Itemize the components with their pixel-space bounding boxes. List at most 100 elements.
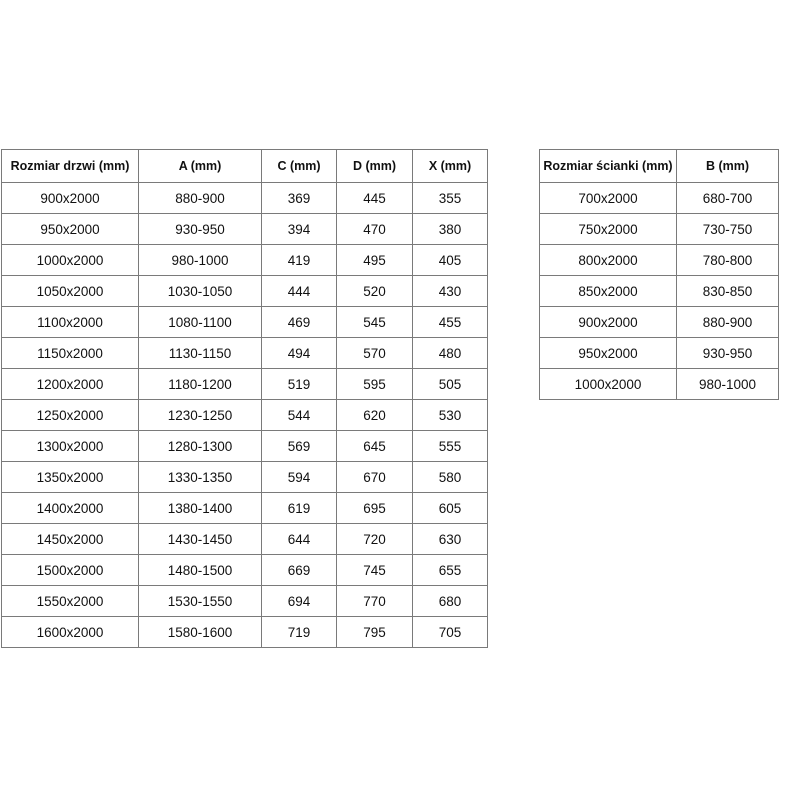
table-cell: 630 <box>412 523 488 555</box>
table-row: 1000x2000 980-1000 419 495 405 <box>1 244 488 276</box>
table-cell: 1050x2000 <box>1 275 139 307</box>
table-row: 950x2000 930-950 394 470 380 <box>1 213 488 245</box>
table-cell: 595 <box>336 368 413 400</box>
table-cell: 519 <box>261 368 337 400</box>
table-cell: 950x2000 <box>1 213 139 245</box>
table-row: 1250x2000 1230-1250 544 620 530 <box>1 399 488 431</box>
table-cell: 1430-1450 <box>138 523 262 555</box>
table-cell: 580 <box>412 461 488 493</box>
table-row: 1200x2000 1180-1200 519 595 505 <box>1 368 488 400</box>
table-cell: 900x2000 <box>1 182 139 214</box>
table-row: 700x2000 680-700 <box>539 182 779 214</box>
table-cell: 405 <box>412 244 488 276</box>
table-cell: 430 <box>412 275 488 307</box>
table-cell: 1300x2000 <box>1 430 139 462</box>
table-cell: 669 <box>261 554 337 586</box>
table-cell: 594 <box>261 461 337 493</box>
table-cell: 1330-1350 <box>138 461 262 493</box>
table-row: 800x2000 780-800 <box>539 244 779 276</box>
table-row: 1450x2000 1430-1450 644 720 630 <box>1 523 488 555</box>
table-cell: 1350x2000 <box>1 461 139 493</box>
header-row: Rozmiar drzwi (mm) A (mm) C (mm) D (mm) X (m… <box>1 149 488 183</box>
header-cell: Rozmiar drzwi (mm) <box>1 149 139 183</box>
table-cell: 480 <box>412 337 488 369</box>
header-row: Rozmiar ścianki (mm) B (mm) <box>539 149 779 183</box>
table-cell: 1100x2000 <box>1 306 139 338</box>
table-cell: 830-850 <box>676 275 779 307</box>
table-cell: 720 <box>336 523 413 555</box>
table-cell: 695 <box>336 492 413 524</box>
table-cell: 1530-1550 <box>138 585 262 617</box>
table-cell: 670 <box>336 461 413 493</box>
table-cell: 1180-1200 <box>138 368 262 400</box>
table-row: 750x2000 730-750 <box>539 213 779 245</box>
table-cell: 1550x2000 <box>1 585 139 617</box>
table-cell: 800x2000 <box>539 244 677 276</box>
doors-table: Rozmiar drzwi (mm) A (mm) C (mm) D (mm) X (m… <box>1 149 488 648</box>
table-cell: 605 <box>412 492 488 524</box>
table-row: 950x2000 930-950 <box>539 337 779 369</box>
table-cell: 570 <box>336 337 413 369</box>
table-cell: 719 <box>261 616 337 648</box>
table-cell: 1130-1150 <box>138 337 262 369</box>
table-cell: 530 <box>412 399 488 431</box>
table-cell: 444 <box>261 275 337 307</box>
table-cell: 1200x2000 <box>1 368 139 400</box>
table-cell: 544 <box>261 399 337 431</box>
table-cell: 930-950 <box>138 213 262 245</box>
table-cell: 569 <box>261 430 337 462</box>
table-cell: 700x2000 <box>539 182 677 214</box>
table-cell: 1000x2000 <box>539 368 677 400</box>
table-row: 1350x2000 1330-1350 594 670 580 <box>1 461 488 493</box>
table-row: 1150x2000 1130-1150 494 570 480 <box>1 337 488 369</box>
table-cell: 694 <box>261 585 337 617</box>
header-cell: X (mm) <box>412 149 488 183</box>
table-cell: 470 <box>336 213 413 245</box>
table-cell: 705 <box>412 616 488 648</box>
table-cell: 795 <box>336 616 413 648</box>
table-cell: 445 <box>336 182 413 214</box>
table-cell: 880-900 <box>138 182 262 214</box>
table-cell: 355 <box>412 182 488 214</box>
header-cell: A (mm) <box>138 149 262 183</box>
table-cell: 850x2000 <box>539 275 677 307</box>
table-cell: 469 <box>261 306 337 338</box>
table-cell: 505 <box>412 368 488 400</box>
table-cell: 930-950 <box>676 337 779 369</box>
table-row: 1400x2000 1380-1400 619 695 605 <box>1 492 488 524</box>
walls-table: Rozmiar ścianki (mm) B (mm) 700x2000 680-70… <box>539 149 779 400</box>
table-cell: 680 <box>412 585 488 617</box>
table-cell: 1450x2000 <box>1 523 139 555</box>
table-cell: 770 <box>336 585 413 617</box>
table-cell: 730-750 <box>676 213 779 245</box>
table-row: 1500x2000 1480-1500 669 745 655 <box>1 554 488 586</box>
table-cell: 1080-1100 <box>138 306 262 338</box>
table-row: 1050x2000 1030-1050 444 520 430 <box>1 275 488 307</box>
header-cell: D (mm) <box>336 149 413 183</box>
table-cell: 1000x2000 <box>1 244 139 276</box>
table-cell: 1280-1300 <box>138 430 262 462</box>
table-row: 1550x2000 1530-1550 694 770 680 <box>1 585 488 617</box>
table-cell: 520 <box>336 275 413 307</box>
table-cell: 1150x2000 <box>1 337 139 369</box>
table-row: 1000x2000 980-1000 <box>539 368 779 400</box>
table-cell: 1400x2000 <box>1 492 139 524</box>
header-cell: B (mm) <box>676 149 779 183</box>
table-cell: 1250x2000 <box>1 399 139 431</box>
table-cell: 880-900 <box>676 306 779 338</box>
table-cell: 555 <box>412 430 488 462</box>
table-cell: 619 <box>261 492 337 524</box>
table-cell: 644 <box>261 523 337 555</box>
table-row: 900x2000 880-900 <box>539 306 779 338</box>
table-row: 900x2000 880-900 369 445 355 <box>1 182 488 214</box>
table-cell: 1480-1500 <box>138 554 262 586</box>
table-cell: 780-800 <box>676 244 779 276</box>
table-cell: 1380-1400 <box>138 492 262 524</box>
header-cell: Rozmiar ścianki (mm) <box>539 149 677 183</box>
table-cell: 369 <box>261 182 337 214</box>
table-cell: 750x2000 <box>539 213 677 245</box>
table-cell: 980-1000 <box>676 368 779 400</box>
table-row: 1100x2000 1080-1100 469 545 455 <box>1 306 488 338</box>
header-cell: C (mm) <box>261 149 337 183</box>
